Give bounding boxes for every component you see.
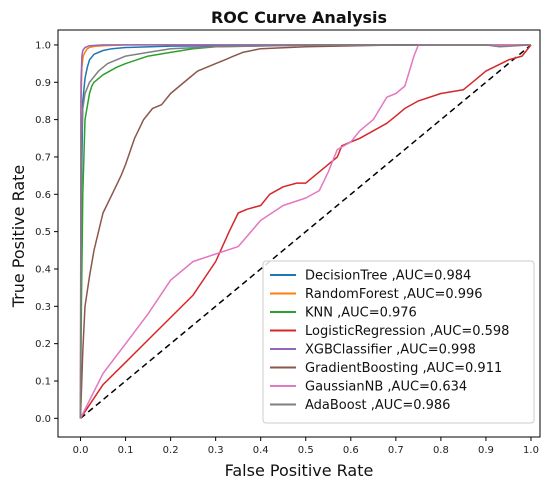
chance-line bbox=[80, 44, 532, 419]
legend: DecisionTree ,AUC=0.984 RandomForest ,AUC… bbox=[262, 260, 535, 424]
x-tick-label: 0.2 bbox=[163, 445, 179, 456]
y-tick-label: 1.0 bbox=[35, 40, 51, 51]
series-layer bbox=[79, 44, 532, 419]
y-tick-label: 0.1 bbox=[35, 376, 51, 387]
y-axis-label: True Positive Rate bbox=[9, 165, 28, 309]
y-tick-label: 0.0 bbox=[35, 414, 51, 425]
y-tick-label: 0.3 bbox=[35, 302, 51, 313]
x-tick-label: 0.5 bbox=[298, 445, 314, 456]
series-line-4 bbox=[79, 44, 531, 419]
y-tick-label: 0.8 bbox=[35, 115, 51, 126]
y-axis-ticks: 0.0 0.1 0.2 0.3 0.4 0.5 0.6 0.7 0.8 0.9 1.0 bbox=[35, 40, 58, 425]
series-line-0 bbox=[79, 44, 532, 419]
legend-item: DecisionTree ,AUC=0.984 bbox=[305, 269, 471, 284]
x-axis-label: False Positive Rate bbox=[225, 461, 374, 480]
x-tick-label: 0.0 bbox=[73, 445, 89, 456]
x-tick-label: 0.9 bbox=[478, 445, 494, 456]
series-line-6 bbox=[79, 44, 531, 419]
x-tick-label: 0.8 bbox=[433, 445, 449, 456]
series-line-3 bbox=[79, 44, 532, 419]
y-tick-label: 0.5 bbox=[35, 227, 51, 238]
legend-item: GradientBoosting ,AUC=0.911 bbox=[305, 361, 502, 376]
x-tick-label: 0.3 bbox=[208, 445, 224, 456]
legend-item: LogisticRegression ,AUC=0.598 bbox=[305, 324, 509, 339]
x-tick-label: 0.6 bbox=[343, 445, 359, 456]
x-tick-label: 0.1 bbox=[118, 445, 134, 456]
y-tick-label: 0.4 bbox=[35, 264, 51, 275]
legend-box bbox=[262, 260, 535, 424]
x-tick-label: 0.7 bbox=[388, 445, 404, 456]
y-tick-label: 0.6 bbox=[35, 190, 51, 201]
x-tick-label: 0.4 bbox=[253, 445, 269, 456]
y-tick-label: 0.2 bbox=[35, 339, 51, 350]
series-line-7 bbox=[79, 44, 532, 419]
x-tick-label: 1.0 bbox=[523, 445, 539, 456]
legend-item: AdaBoost ,AUC=0.986 bbox=[305, 398, 450, 413]
series-line-5 bbox=[79, 44, 531, 419]
legend-item: RandomForest ,AUC=0.996 bbox=[305, 287, 483, 302]
legend-item: GaussianNB ,AUC=0.634 bbox=[305, 380, 467, 395]
legend-item: KNN ,AUC=0.976 bbox=[305, 306, 417, 321]
chart-title: ROC Curve Analysis bbox=[211, 8, 387, 27]
y-tick-label: 0.9 bbox=[35, 78, 51, 89]
y-tick-label: 0.7 bbox=[35, 152, 51, 163]
x-axis-ticks: 0.0 0.1 0.2 0.3 0.4 0.5 0.6 0.7 0.8 0.9 1.0 bbox=[73, 437, 539, 456]
legend-item: XGBClassifier ,AUC=0.998 bbox=[305, 343, 476, 358]
